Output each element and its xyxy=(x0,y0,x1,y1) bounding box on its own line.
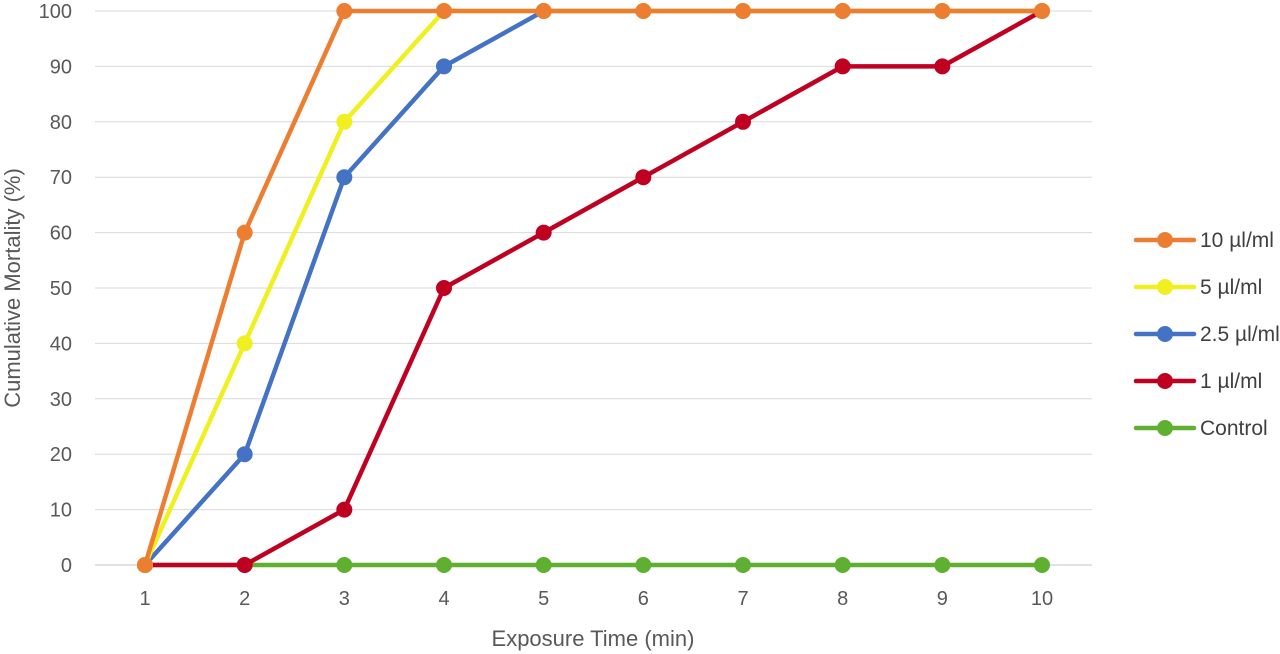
legend-label: 1 µl/ml xyxy=(1200,370,1262,393)
data-point xyxy=(236,557,253,573)
legend-label: 10 µl/ml xyxy=(1200,229,1274,252)
data-point xyxy=(834,3,851,19)
data-point xyxy=(834,58,851,75)
legend-item: 1 µl/ml xyxy=(1133,370,1262,393)
y-tick-label: 80 xyxy=(50,112,72,134)
y-tick-label: 30 xyxy=(50,389,72,411)
x-tick-label: 9 xyxy=(937,588,948,610)
y-tick-label: 60 xyxy=(50,223,72,245)
legend-swatch-marker xyxy=(1157,373,1173,389)
series-group xyxy=(137,3,1050,573)
x-tick-label: 8 xyxy=(837,588,848,610)
data-point xyxy=(735,113,751,130)
x-tick-label: 7 xyxy=(737,588,748,610)
data-point xyxy=(436,3,452,19)
legend-swatch-marker xyxy=(1157,279,1173,295)
data-point xyxy=(635,557,652,573)
y-tick-label: 100 xyxy=(39,1,72,23)
data-point xyxy=(834,557,851,573)
legend-swatch-marker xyxy=(1157,326,1173,342)
legend-label: 5 µl/ml xyxy=(1200,276,1262,299)
series-5 xyxy=(137,557,1050,573)
y-tick-label: 40 xyxy=(50,333,72,355)
x-tick-label: 1 xyxy=(139,588,150,610)
x-tick-label: 2 xyxy=(239,588,250,610)
y-tick-label: 90 xyxy=(50,56,72,78)
y-tick-label: 0 xyxy=(61,555,72,577)
series-1 xyxy=(137,3,1050,573)
x-tick-label: 10 xyxy=(1031,588,1053,610)
data-point xyxy=(236,335,253,352)
data-point xyxy=(336,169,353,186)
y-tick-label: 20 xyxy=(50,444,72,466)
data-point xyxy=(735,557,751,573)
x-axis-title: Exposure Time (min) xyxy=(492,626,695,651)
data-point xyxy=(336,3,353,19)
data-point xyxy=(934,557,951,573)
data-point xyxy=(436,557,452,573)
legend-item: 5 µl/ml xyxy=(1133,276,1262,299)
data-point xyxy=(336,557,353,573)
x-tick-label: 4 xyxy=(438,588,449,610)
series-line xyxy=(142,8,1045,568)
data-point xyxy=(436,280,452,296)
series-line xyxy=(142,8,1045,568)
legend-label: Control xyxy=(1200,417,1268,440)
data-point xyxy=(137,557,153,573)
legend: 10 µl/ml 5 µl/ml 2.5 µl/ml 1 µl/ml Control xyxy=(1133,229,1280,440)
data-point xyxy=(336,501,353,518)
data-point xyxy=(535,557,552,573)
x-tick-label: 3 xyxy=(339,588,350,610)
data-point xyxy=(934,3,951,19)
data-point xyxy=(336,113,353,130)
data-point xyxy=(236,224,253,241)
y-tick-label: 70 xyxy=(50,167,72,189)
data-point xyxy=(934,58,951,75)
legend-item: 2.5 µl/ml xyxy=(1133,323,1280,346)
legend-label: 2.5 µl/ml xyxy=(1200,323,1280,346)
data-point xyxy=(1034,557,1050,573)
legend-item: 10 µl/ml xyxy=(1133,229,1274,252)
data-point xyxy=(1034,3,1050,19)
gridlines xyxy=(95,10,1092,511)
data-point xyxy=(236,446,253,463)
x-tick-label: 5 xyxy=(538,588,549,610)
y-tick-label: 10 xyxy=(50,500,72,522)
data-point xyxy=(635,169,652,186)
legend-swatch-marker xyxy=(1157,420,1173,436)
x-tick-label: 6 xyxy=(638,588,649,610)
data-point xyxy=(535,224,552,241)
legend-item: Control xyxy=(1133,417,1268,440)
y-tick-label: 50 xyxy=(50,278,72,300)
data-point xyxy=(735,3,751,19)
data-point xyxy=(535,3,552,19)
axes: 0 10 20 30 40 50 60 70 80 90 100 1 2 3 4 5 6 7 8 9 10 xyxy=(39,1,1092,610)
y-axis-title: Cumulative Mortality (%) xyxy=(0,168,25,408)
data-point xyxy=(635,3,652,19)
legend-swatch-marker xyxy=(1157,232,1173,248)
data-point xyxy=(436,58,452,75)
